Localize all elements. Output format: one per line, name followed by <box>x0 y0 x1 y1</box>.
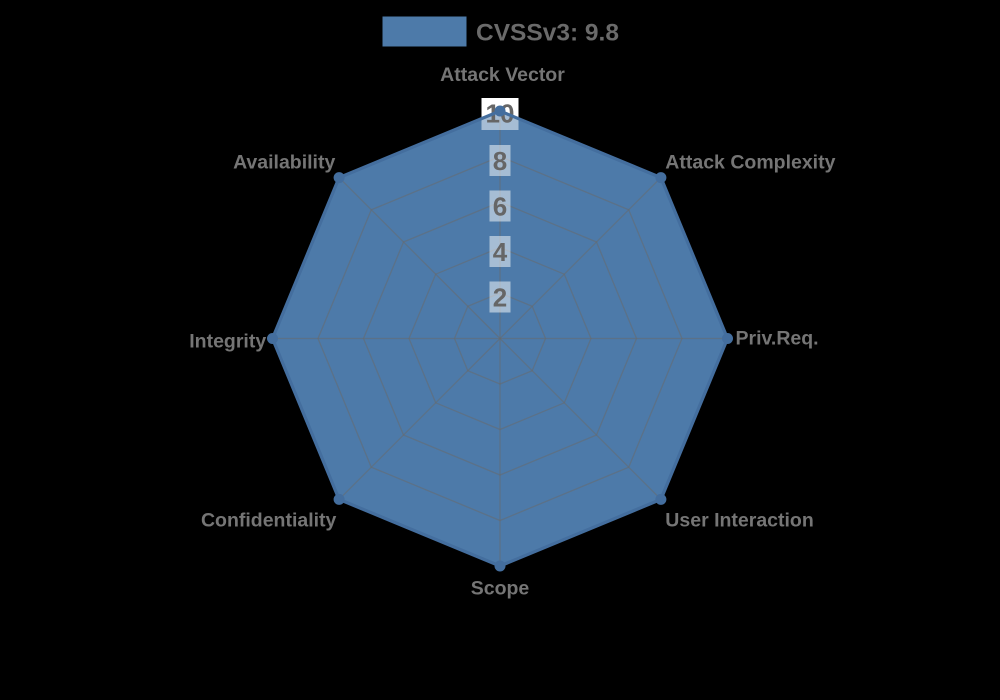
svg-text:Integrity: Integrity <box>189 331 266 353</box>
svg-text:Attack Complexity: Attack Complexity <box>665 151 835 173</box>
svg-text:Availability: Availability <box>233 151 335 173</box>
svg-text:Priv.Req.: Priv.Req. <box>736 328 819 350</box>
svg-text:8: 8 <box>493 146 507 176</box>
svg-text:Scope: Scope <box>471 578 530 600</box>
svg-text:Confidentiality: Confidentiality <box>201 510 337 532</box>
svg-text:4: 4 <box>493 237 508 267</box>
svg-text:Attack Vector: Attack Vector <box>440 64 565 86</box>
svg-text:6: 6 <box>493 192 507 222</box>
svg-text:CVSSv3: 9.8: CVSSv3: 9.8 <box>476 20 619 47</box>
svg-text:User Interaction: User Interaction <box>665 510 813 532</box>
svg-text:2: 2 <box>493 283 507 313</box>
